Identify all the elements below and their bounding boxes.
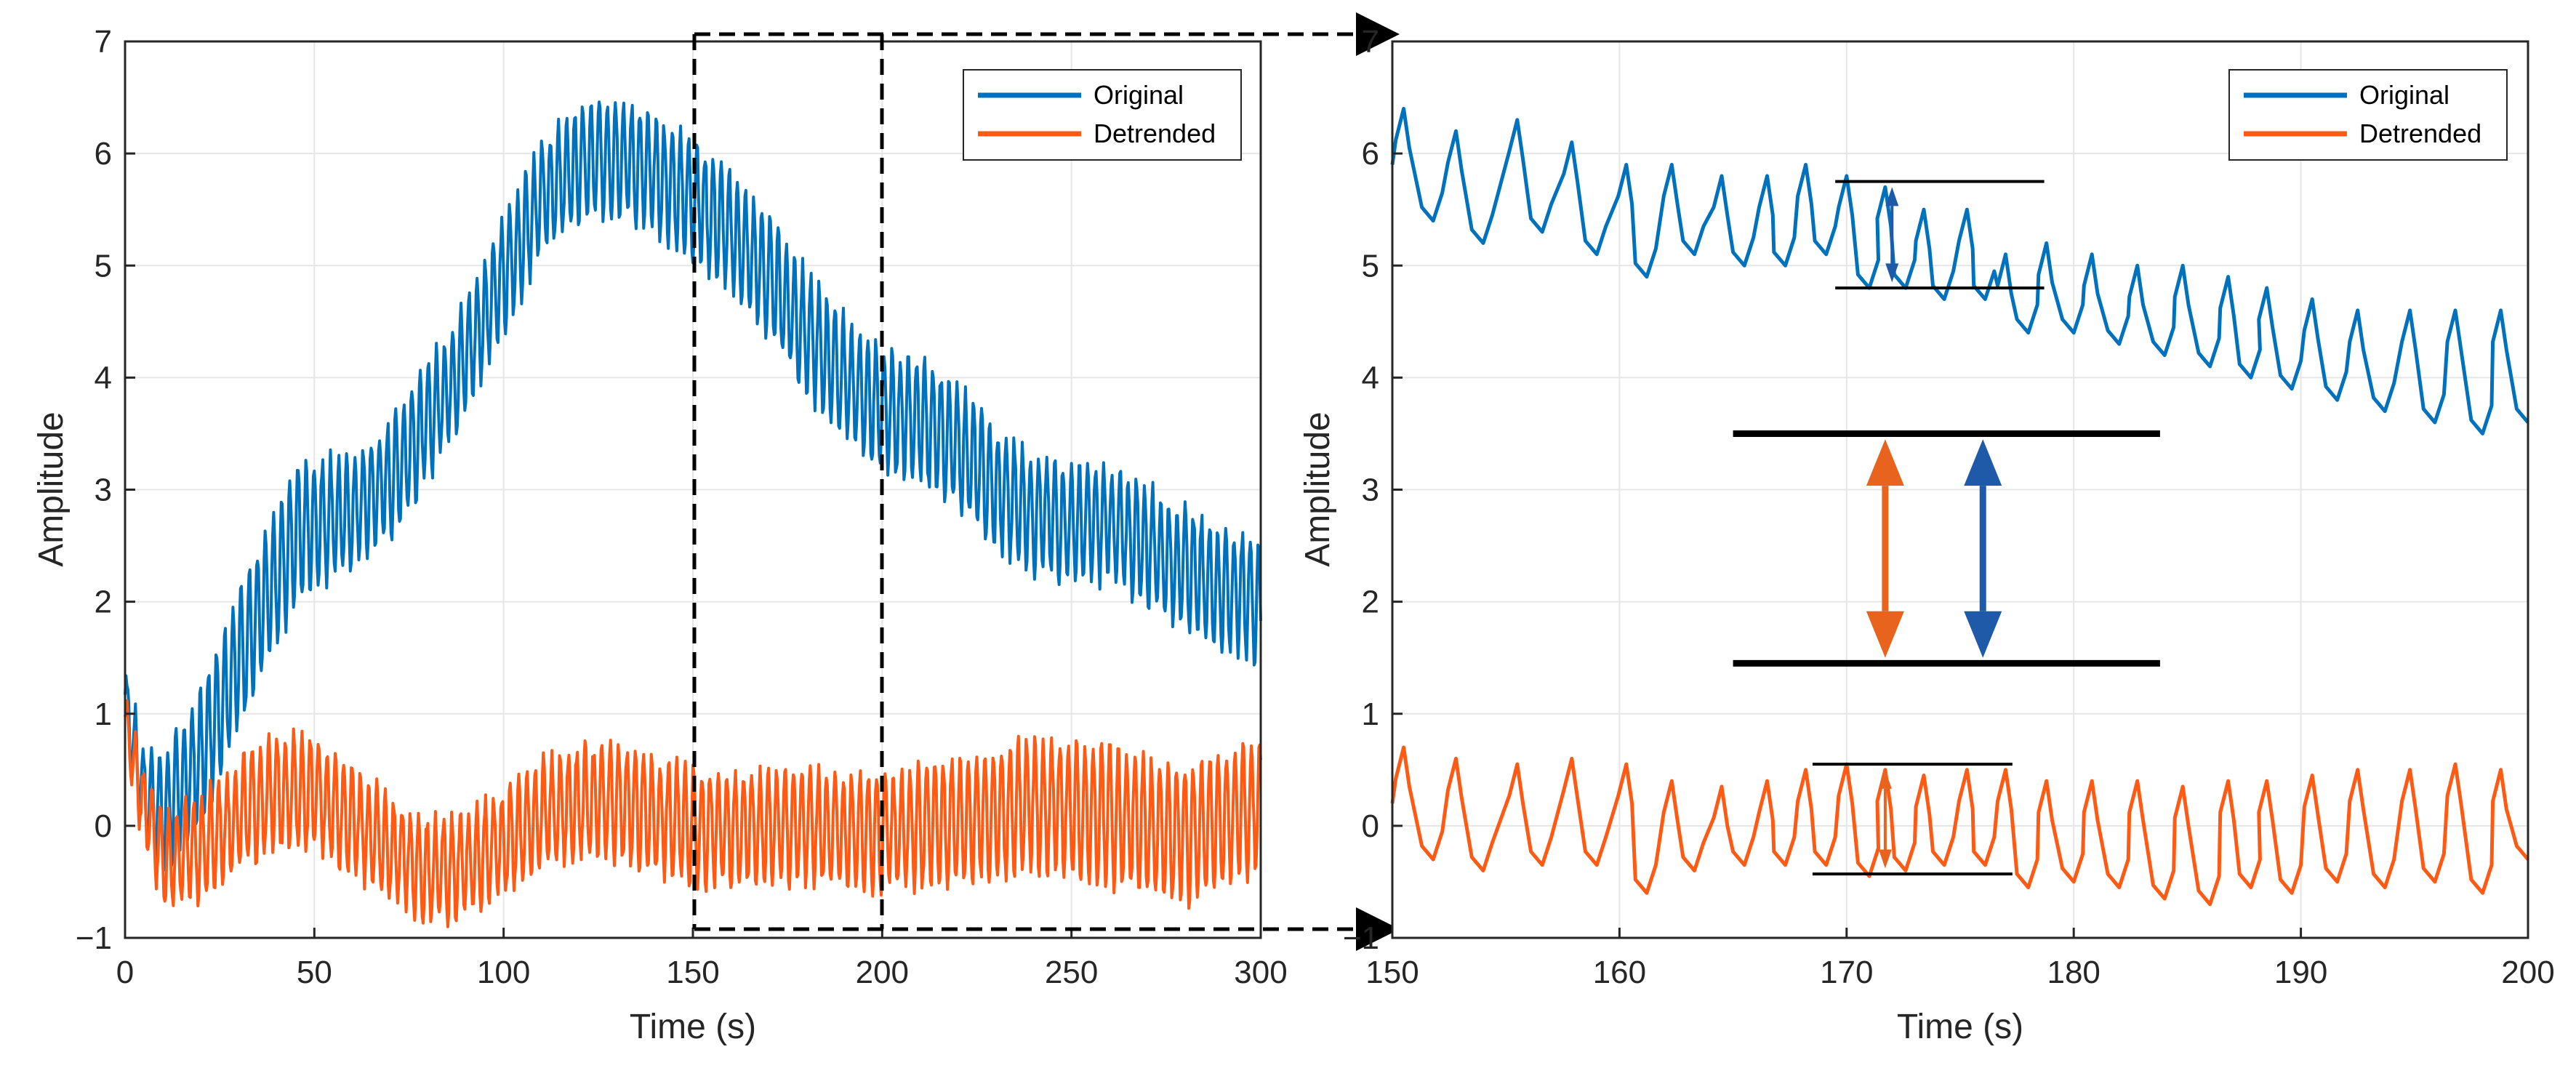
right-series-line-original (1390, 107, 2529, 435)
right-y-tick-label: 6 (1362, 136, 1379, 172)
right-y-tick-label: 3 (1362, 473, 1379, 508)
left-x-tick-label: 300 (1234, 955, 1287, 990)
left-x-tick-label: 0 (116, 955, 134, 990)
left-y-tick-label: 7 (95, 24, 112, 60)
right-y-tick-label: 0 (1362, 808, 1379, 844)
right-legend: Original Detrended (2228, 69, 2508, 161)
blue-double-arrow (1964, 439, 2002, 658)
right-legend-box (2228, 69, 2508, 161)
left-legend-box (963, 69, 1242, 161)
right-y-tick-label: 2 (1362, 585, 1379, 620)
right-y-tick-label: 1 (1362, 696, 1379, 732)
right-legend-label-original: Original (2359, 80, 2449, 110)
right-chart: 150 160 170 180 190 200 −1 0 1 2 3 4 5 6 7 Time (s) Am… (1299, 24, 2555, 1046)
left-y-tick-label: 2 (95, 585, 112, 620)
right-x-tick-label: 200 (2501, 955, 2554, 990)
right-y-tick-label: −1 (1343, 920, 1379, 956)
detrended-range-arrow (1878, 769, 1892, 869)
right-series-line-detrended (1390, 745, 2529, 907)
left-y-tick-label: 5 (95, 248, 112, 284)
orange-double-arrow (1866, 439, 1904, 658)
left-legend-label-detrended: Detrended (1094, 119, 1216, 148)
left-y-tick-label: −1 (76, 920, 112, 956)
right-x-axis-label: Time (s) (1897, 1008, 2023, 1046)
left-y-tick-label: 0 (95, 808, 112, 844)
original-range-arrow (1885, 187, 1899, 283)
right-legend-label-detrended: Detrended (2359, 119, 2481, 148)
left-y-tick-label: 6 (95, 136, 112, 172)
right-x-tick-label: 160 (1593, 955, 1646, 990)
right-annotations (1733, 180, 2160, 876)
left-x-tick-label: 250 (1045, 955, 1098, 990)
left-x-tick-label: 200 (856, 955, 909, 990)
right-x-tick-label: 180 (2047, 955, 2100, 990)
right-y-tick-label: 4 (1362, 360, 1379, 396)
left-y-tick-label: 1 (95, 696, 112, 732)
left-legend-label-original: Original (1094, 80, 1184, 110)
right-series (1390, 107, 2529, 907)
left-y-tick-label: 4 (95, 360, 112, 396)
right-ticks: 150 160 170 180 190 200 −1 0 1 2 3 4 5 6 7 (1343, 24, 2555, 990)
right-y-axis-label: Amplitude (1299, 411, 1337, 566)
right-y-tick-label: 5 (1362, 248, 1379, 284)
left-x-tick-label: 50 (297, 955, 332, 990)
right-y-tick-label: 7 (1362, 24, 1379, 60)
left-y-axis-label: Amplitude (32, 411, 71, 566)
left-x-axis-label: Time (s) (630, 1008, 756, 1046)
right-x-tick-label: 170 (1820, 955, 1873, 990)
left-legend: Original Detrended (963, 69, 1242, 161)
right-x-tick-label: 190 (2274, 955, 2327, 990)
left-x-tick-label: 150 (666, 955, 719, 990)
left-x-tick-label: 100 (477, 955, 530, 990)
zoom-window-annotation (692, 12, 1400, 951)
right-x-tick-label: 150 (1365, 955, 1419, 990)
left-y-tick-label: 3 (95, 473, 112, 508)
